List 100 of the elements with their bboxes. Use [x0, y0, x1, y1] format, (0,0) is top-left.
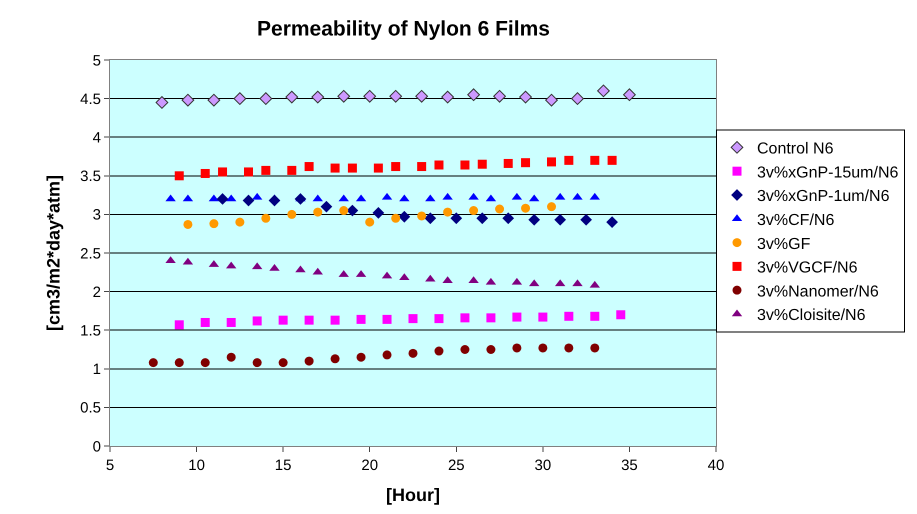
point	[590, 312, 600, 321]
point	[174, 320, 184, 330]
point	[476, 212, 488, 224]
point	[606, 216, 618, 228]
x-tick-label: 30	[534, 457, 552, 474]
point	[304, 162, 314, 172]
point	[311, 90, 324, 104]
point	[382, 350, 392, 360]
point	[259, 92, 272, 105]
point	[408, 314, 418, 324]
point	[389, 90, 402, 103]
point	[156, 96, 168, 109]
y-tick-label: 1	[92, 361, 101, 378]
point	[521, 158, 530, 168]
point	[571, 92, 584, 105]
point	[450, 212, 462, 224]
point	[529, 279, 540, 286]
point	[512, 343, 522, 352]
y-tick-label: 3	[92, 206, 101, 224]
point	[320, 200, 332, 213]
point	[287, 210, 296, 219]
x-tick-label: 15	[274, 457, 292, 474]
x-tick-label: 5	[106, 457, 114, 474]
y-tick-label: 0.5	[80, 400, 101, 417]
point	[337, 90, 350, 103]
point	[469, 206, 478, 216]
point	[216, 193, 228, 205]
y-axis-title: [cm3/m2*day*atm]	[43, 174, 64, 332]
point	[590, 192, 600, 200]
point	[363, 90, 376, 103]
point	[528, 214, 540, 226]
point	[330, 164, 340, 173]
point	[493, 90, 506, 103]
point	[148, 358, 158, 368]
y-tick-label: 1.5	[80, 322, 101, 340]
point	[312, 194, 323, 202]
point	[424, 212, 436, 224]
point	[346, 204, 358, 216]
x-tick-label: 10	[188, 457, 205, 474]
point	[547, 157, 556, 166]
legend-label: 3v%xGnP-15um/N6	[757, 164, 898, 182]
point	[234, 92, 246, 105]
point	[408, 348, 418, 358]
point	[512, 312, 522, 322]
point	[529, 194, 540, 202]
point	[304, 356, 314, 366]
point	[312, 268, 323, 275]
y-tick-label: 2.5	[80, 245, 101, 262]
point	[252, 316, 262, 326]
x-tick-label: 35	[621, 457, 638, 474]
point	[313, 208, 322, 217]
point	[174, 171, 184, 180]
point	[226, 352, 236, 362]
point	[502, 212, 514, 224]
point	[285, 90, 298, 104]
legend-label: 3v%GF	[757, 236, 811, 253]
point	[590, 343, 600, 352]
point	[182, 94, 194, 106]
point	[330, 354, 340, 364]
y-tick-label: 2	[92, 284, 101, 301]
point	[200, 168, 210, 178]
point	[374, 164, 383, 173]
point	[486, 313, 496, 322]
point	[242, 194, 254, 206]
point	[460, 313, 470, 322]
point	[554, 214, 566, 226]
point	[538, 343, 548, 352]
point	[478, 160, 487, 169]
point	[434, 160, 444, 170]
y-tick-label: 3.5	[80, 168, 101, 186]
point	[278, 316, 288, 325]
point	[415, 90, 428, 103]
y-tick-label: 0	[92, 438, 101, 456]
point	[200, 318, 210, 327]
point	[545, 94, 558, 106]
point	[495, 204, 504, 214]
point	[261, 214, 270, 223]
x-tick-label: 20	[361, 457, 378, 474]
point	[441, 90, 454, 104]
legend-label: Control N6	[757, 140, 834, 158]
point	[200, 358, 210, 368]
point	[564, 312, 574, 321]
point	[580, 214, 592, 226]
point	[434, 346, 444, 356]
point	[261, 166, 270, 175]
point	[304, 316, 314, 325]
y-tick-label: 4.5	[80, 90, 101, 108]
legend-label: 3v%CF/N6	[757, 212, 834, 230]
point	[504, 158, 513, 168]
point	[616, 310, 626, 320]
point	[460, 345, 470, 354]
point	[398, 210, 410, 223]
legend-label: 3v%Nanomer/N6	[757, 283, 879, 300]
point	[226, 194, 236, 202]
point	[252, 358, 262, 368]
point	[348, 164, 357, 173]
point	[443, 208, 452, 217]
point	[226, 318, 236, 327]
chart-title: Permeability of Nylon 6 Films	[257, 17, 550, 40]
point	[338, 194, 349, 202]
